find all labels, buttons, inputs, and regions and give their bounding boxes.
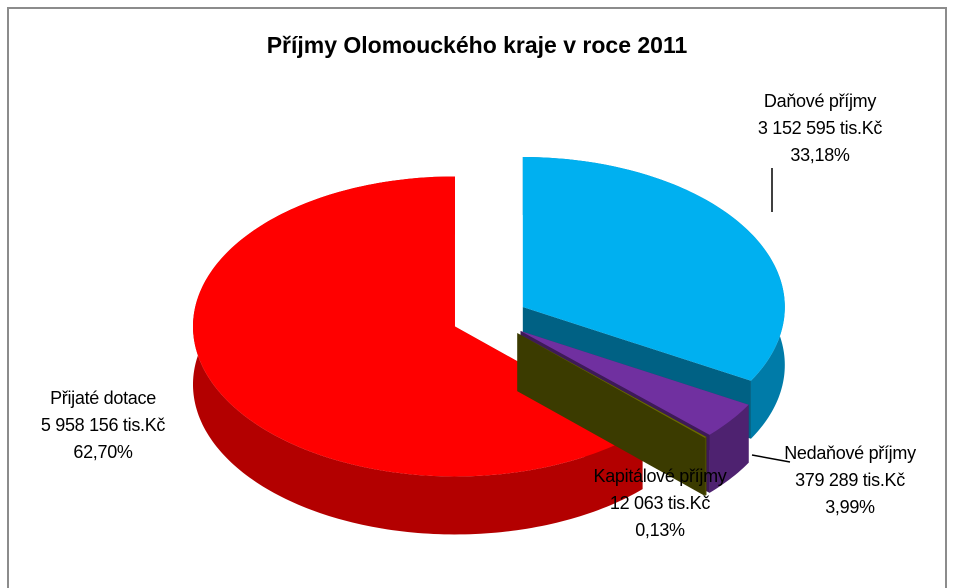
label-name: Přijaté dotace xyxy=(50,388,156,408)
label-name: Kapitálové příjmy xyxy=(593,466,727,486)
slice-wall xyxy=(709,404,749,493)
leader-line xyxy=(751,454,791,463)
chart-title: Příjmy Olomouckého kraje v roce 2011 xyxy=(266,32,688,58)
slice-side xyxy=(517,333,705,496)
slice xyxy=(192,176,643,477)
slice-wall xyxy=(192,176,643,535)
label-percent: 62,70% xyxy=(73,442,133,462)
pie xyxy=(192,157,785,535)
slice xyxy=(520,330,749,435)
slice xyxy=(522,157,785,381)
data-label: Nedaňové příjmy 379 289 tis.Kč 3,99% xyxy=(760,440,940,521)
label-name: Daňové příjmy xyxy=(763,91,877,111)
label-amount: 379 289 tis.Kč xyxy=(795,470,905,490)
label-amount: 12 063 tis.Kč xyxy=(609,493,711,513)
label-name: Nedaňové příjmy xyxy=(784,443,916,463)
label-percent: 33,18% xyxy=(790,145,850,165)
label-amount: 5 958 156 tis.Kč xyxy=(40,415,166,435)
data-label: Přijaté dotace 5 958 156 tis.Kč 62,70% xyxy=(8,385,198,466)
label-percent: 0,13% xyxy=(635,520,685,540)
slice xyxy=(517,333,707,438)
slice-wall xyxy=(704,436,707,496)
label-amount: 3 152 595 tis.Kč xyxy=(757,118,883,138)
data-label: Kapitálové příjmy 12 063 tis.Kč 0,13% xyxy=(580,463,740,544)
data-label: Daňové příjmy 3 152 595 tis.Kč 33,18% xyxy=(720,88,920,169)
label-percent: 3,99% xyxy=(825,497,875,517)
